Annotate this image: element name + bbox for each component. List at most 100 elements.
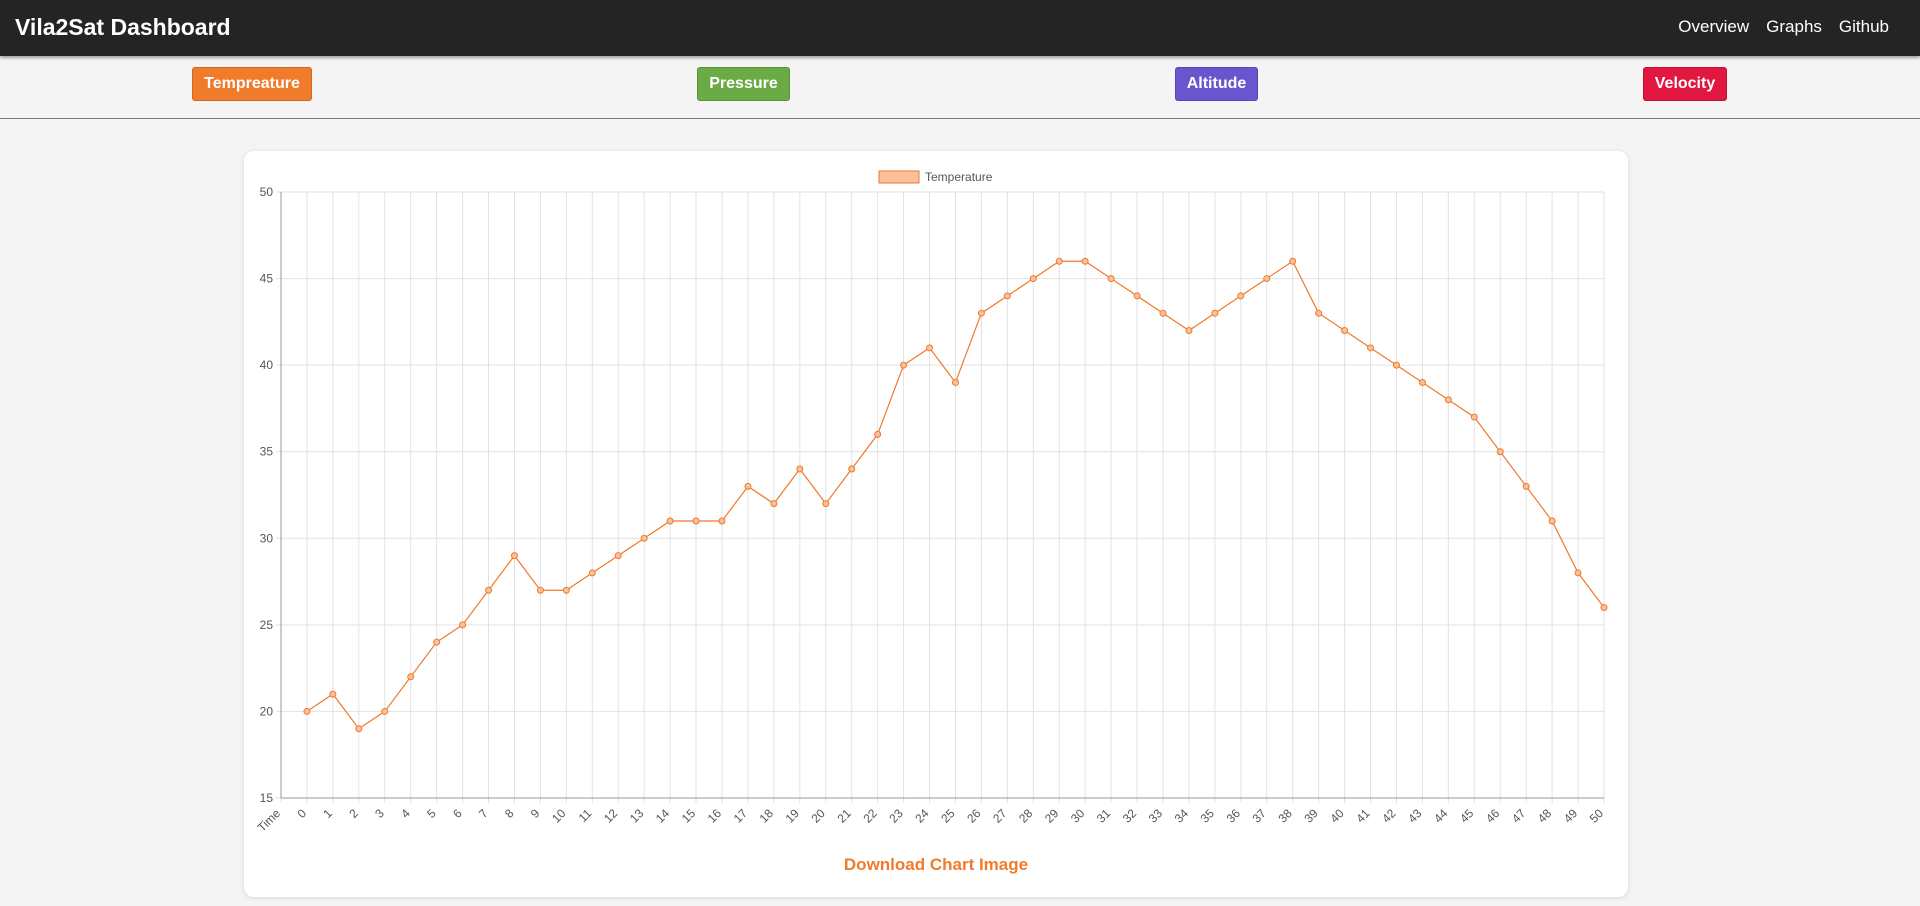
y-tick-label: 25 [260, 618, 274, 632]
nav-link-github[interactable]: Github [1838, 17, 1889, 36]
x-tick-label: 29 [1042, 806, 1062, 826]
x-tick-label: 4 [398, 806, 413, 821]
data-point [1392, 361, 1400, 369]
navbar: Vila2Sat Dashboard Overview Graphs Githu… [0, 0, 1920, 56]
data-point [640, 534, 648, 542]
x-tick-label: 5 [424, 806, 439, 821]
x-tick-label: 24 [912, 806, 932, 826]
x-tick-label: 30 [1068, 806, 1088, 826]
data-point [1470, 413, 1478, 421]
x-tick-label: 14 [653, 806, 673, 826]
x-tick-label: 26 [964, 806, 984, 826]
data-point [744, 482, 752, 490]
x-tick-label: 32 [1120, 806, 1140, 826]
x-tick-label: 11 [576, 806, 595, 825]
tab-altitude-button[interactable]: Altitude [1175, 67, 1258, 101]
data-point [1107, 275, 1115, 283]
x-tick-label: 23 [886, 806, 906, 826]
y-tick-label: 45 [260, 272, 274, 286]
x-tick-label: 33 [1146, 806, 1166, 826]
data-point [926, 344, 934, 352]
x-tick-label: 21 [834, 806, 854, 826]
data-point [1185, 327, 1193, 335]
data-point [459, 621, 467, 629]
x-tick-label: 13 [627, 806, 647, 826]
x-tick-label: 2 [346, 806, 361, 821]
data-point [1600, 604, 1608, 612]
data-point [1159, 309, 1167, 317]
x-tick-label: 35 [1198, 806, 1218, 826]
data-point [1367, 344, 1375, 352]
data-point [1522, 482, 1530, 490]
data-point [900, 361, 908, 369]
x-tick-label: 43 [1405, 806, 1425, 826]
x-tick-label: 12 [601, 806, 621, 826]
x-tick-label: 9 [528, 806, 543, 821]
x-tick-label: 42 [1379, 806, 1399, 826]
data-point [822, 500, 830, 508]
y-tick-label: 20 [260, 704, 274, 718]
nav-link-overview[interactable]: Overview [1678, 17, 1750, 36]
y-tick-label: 35 [260, 445, 274, 459]
data-point [407, 673, 415, 681]
data-point [1315, 309, 1323, 317]
data-point [1289, 257, 1297, 265]
data-point [536, 586, 544, 594]
data-point [588, 569, 596, 577]
x-tick-label: 36 [1224, 806, 1244, 826]
x-tick-label: 34 [1172, 806, 1192, 826]
data-point [1237, 292, 1245, 300]
x-tick-label: 49 [1561, 806, 1581, 826]
data-point [848, 465, 856, 473]
x-tick-label: 15 [679, 806, 699, 826]
data-point [770, 500, 778, 508]
x-tick-label: 45 [1457, 806, 1477, 826]
x-tick-label: 27 [990, 806, 1010, 826]
data-point [718, 517, 726, 525]
data-point [562, 586, 570, 594]
y-tick-label: 30 [260, 531, 274, 545]
data-point [977, 309, 985, 317]
x-tick-label: 8 [502, 806, 517, 821]
data-point [1055, 257, 1063, 265]
x-tick-label: 0 [294, 806, 309, 821]
nav-links: Overview Graphs Github [1678, 17, 1889, 37]
x-tick-label: 17 [731, 806, 751, 826]
y-tick-label: 40 [260, 358, 274, 372]
data-point [1418, 378, 1426, 386]
tab-velocity-button[interactable]: Velocity [1643, 67, 1727, 101]
x-tick-label: 31 [1094, 806, 1114, 826]
data-point [433, 638, 441, 646]
data-point [1081, 257, 1089, 265]
download-chart-image-link[interactable]: Download Chart Image [843, 855, 1029, 874]
tab-temperature-button[interactable]: Tempreature [192, 67, 312, 101]
data-point [1341, 327, 1349, 335]
data-point [303, 707, 311, 715]
tab-pressure-button[interactable]: Pressure [697, 67, 790, 101]
data-point [1211, 309, 1219, 317]
data-point [1133, 292, 1141, 300]
x-tick-label: Time [255, 806, 284, 835]
x-tick-label: 20 [809, 806, 829, 826]
x-tick-label: 6 [450, 806, 465, 821]
x-tick-label: 7 [476, 806, 491, 821]
data-point [1548, 517, 1556, 525]
y-tick-label: 15 [260, 791, 274, 805]
data-point [1444, 396, 1452, 404]
data-point [874, 430, 882, 438]
data-point [614, 552, 622, 560]
data-point [1263, 275, 1271, 283]
app-title[interactable]: Vila2Sat Dashboard [15, 14, 231, 40]
x-tick-label: 47 [1509, 806, 1529, 826]
nav-link-graphs[interactable]: Graphs [1766, 17, 1822, 36]
y-tick-label: 50 [260, 185, 274, 199]
data-point [1029, 275, 1037, 283]
chart-card: 15 20 25 30 35 40 45 50 Time 0 1 2 3 4 5 6 7 8 9 10 11 12 13 14… [244, 151, 1628, 897]
data-point [951, 378, 959, 386]
x-tick-label: 22 [860, 806, 880, 826]
x-tick-label: 50 [1587, 806, 1607, 826]
x-tick-label: 39 [1301, 806, 1321, 826]
data-point [1003, 292, 1011, 300]
data-point [510, 552, 518, 560]
